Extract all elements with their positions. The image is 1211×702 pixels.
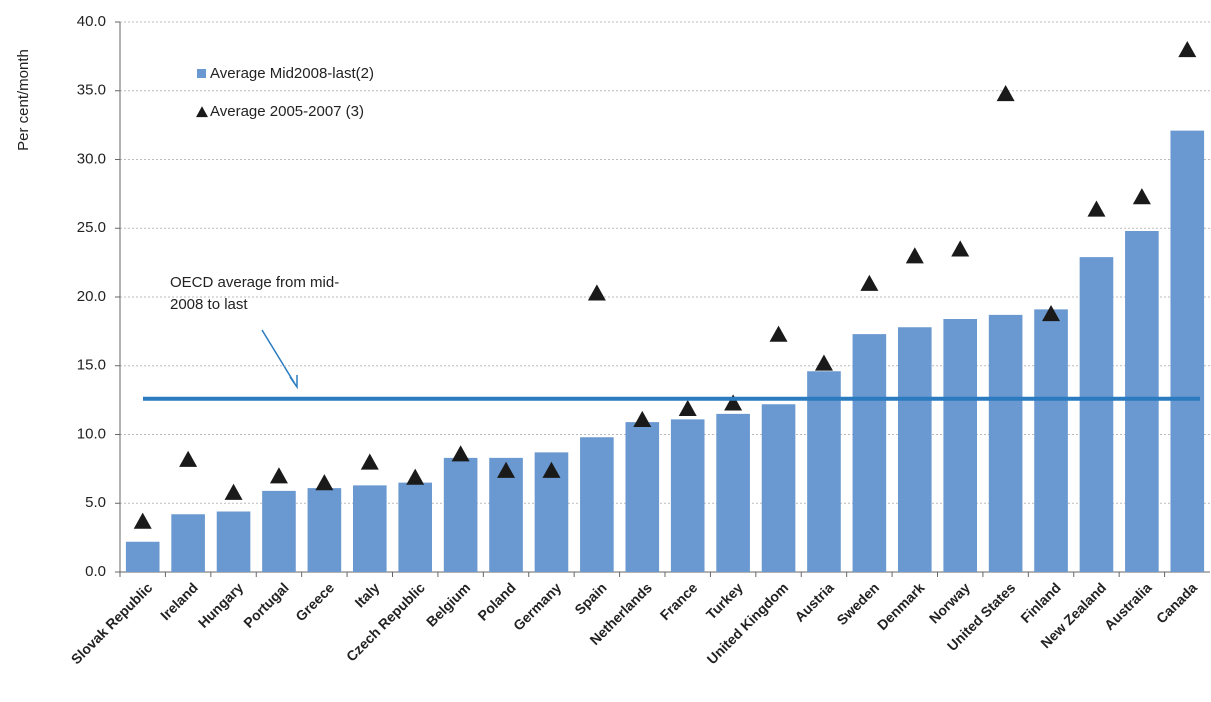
bar	[307, 488, 342, 572]
triangle-marker	[951, 240, 970, 257]
y-tick-label: 5.0	[85, 494, 106, 511]
bar	[988, 314, 1023, 572]
triangle-marker	[497, 461, 516, 478]
triangle-marker	[633, 410, 652, 428]
triangle-marker	[315, 474, 334, 491]
triangle-marker	[678, 399, 697, 417]
x-tick-label: Denmark	[874, 579, 928, 633]
bar	[852, 334, 887, 572]
y-tick-label: 40.0	[77, 13, 106, 30]
bar	[625, 422, 660, 572]
x-tick-label: Czech Republic	[343, 579, 428, 664]
y-tick-label: 10.0	[77, 425, 106, 442]
triangle-marker	[996, 84, 1015, 102]
bar	[352, 485, 387, 572]
y-axis-label: Per cent/month	[15, 49, 32, 151]
bar	[1170, 130, 1205, 572]
x-tick-label: Portugal	[240, 579, 291, 630]
triangle-marker	[133, 512, 152, 529]
x-tick-label: Ireland	[157, 579, 201, 623]
bar	[807, 371, 841, 572]
x-tick-label: United Kingdom	[704, 579, 792, 667]
triangle-marker	[360, 453, 379, 470]
bar	[262, 490, 296, 572]
x-tick-label: Canada	[1153, 579, 1200, 626]
x-tick-label: Belgium	[423, 579, 473, 629]
triangle-marker	[724, 394, 743, 411]
triangle-marker	[224, 483, 243, 500]
x-tick-label: Poland	[474, 579, 518, 623]
y-tick-label: 20.0	[77, 288, 106, 305]
annotation: OECD average from mid-	[170, 274, 339, 291]
y-tick-label: 0.0	[85, 563, 106, 580]
triangle-marker	[905, 247, 924, 264]
x-tick-label: France	[657, 579, 701, 623]
bar	[125, 541, 160, 572]
annotation-arrow	[261, 329, 296, 385]
x-tick-label: Germany	[510, 579, 564, 633]
legend-swatch	[197, 69, 206, 78]
triangle-marker	[769, 325, 788, 342]
bar	[398, 482, 433, 572]
triangle-marker	[406, 468, 425, 485]
legend-label: Average 2005-2007 (3)	[210, 103, 364, 120]
bar	[1125, 231, 1159, 572]
legend-label: Average Mid2008-last(2)	[210, 65, 374, 82]
bar	[580, 437, 614, 572]
y-tick-label: 25.0	[77, 219, 106, 236]
x-tick-label: Turkey	[703, 579, 746, 622]
triangle-marker	[269, 467, 288, 484]
triangle-marker	[542, 461, 561, 478]
x-tick-label: Slovak Republic	[68, 579, 156, 667]
triangle-marker	[860, 274, 879, 291]
x-tick-label: Finland	[1017, 579, 1064, 626]
annotation: 2008 to last	[170, 296, 248, 313]
bar	[171, 514, 205, 572]
y-tick-label: 15.0	[77, 357, 106, 374]
bar	[897, 327, 932, 572]
y-tick-label: 30.0	[77, 150, 106, 167]
bar	[761, 404, 796, 572]
bar	[443, 457, 478, 572]
triangle-marker	[451, 445, 470, 462]
triangle-marker	[179, 450, 198, 467]
x-tick-label: Austria	[791, 579, 837, 625]
x-tick-label: Spain	[571, 579, 609, 617]
triangle-marker	[587, 284, 606, 301]
bar	[670, 419, 705, 572]
x-tick-label: Hungary	[195, 579, 247, 631]
y-tick-label: 35.0	[77, 82, 106, 99]
bar	[1034, 309, 1068, 572]
bar	[943, 319, 978, 572]
legend-swatch	[196, 106, 208, 118]
x-tick-label: Italy	[351, 579, 382, 610]
triangle-marker	[1087, 200, 1106, 217]
annotation-arrowhead	[289, 375, 298, 390]
triangle-marker	[1132, 188, 1151, 205]
x-tick-label: Australia	[1101, 579, 1155, 633]
triangle-marker	[1178, 40, 1197, 58]
bar	[1079, 257, 1114, 572]
x-tick-label: Greece	[292, 579, 337, 624]
bar	[216, 511, 251, 572]
bar	[716, 413, 750, 572]
triangle-marker	[814, 354, 833, 371]
triangle-marker	[1042, 304, 1061, 322]
